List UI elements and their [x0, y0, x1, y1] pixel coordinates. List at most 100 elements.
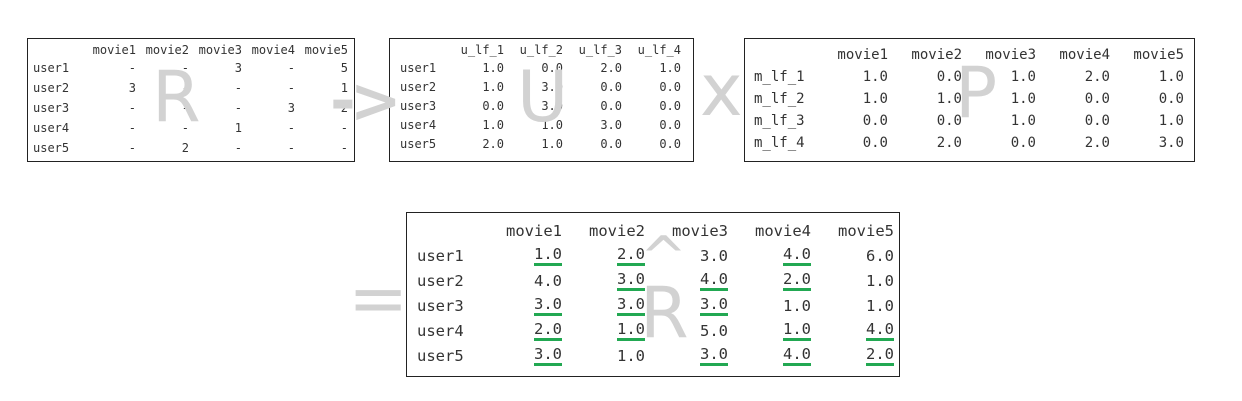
- row-label: user3: [33, 101, 70, 115]
- cell-value: 6.0: [866, 246, 894, 265]
- cell-value: 1.0: [617, 346, 645, 365]
- table-cell: 1.0: [482, 79, 504, 94]
- column-header: movie1: [92, 42, 136, 57]
- table-cell: 1.0: [728, 293, 811, 318]
- rating-matrix-r-table: movie1 movie2 movie3 movie4 movie5 user1 - - 3 - 5…: [33, 41, 348, 158]
- underlined-value: 3.0: [534, 296, 562, 316]
- column-header: movie5: [1133, 47, 1184, 63]
- corner-header: [417, 218, 479, 243]
- table-cell: 1: [340, 81, 348, 95]
- table-cell: -: [234, 101, 242, 115]
- cell-value: 1.0: [866, 271, 894, 290]
- table-cell: -: [128, 141, 136, 155]
- header-row: movie1 movie2 movie3 movie4 movie5: [417, 218, 894, 243]
- row-label: user1: [400, 60, 437, 75]
- table-cell: 4.0: [728, 243, 811, 268]
- column-header: movie3: [672, 221, 728, 240]
- rating-matrix-r: movie1 movie2 movie3 movie4 movie5 user1 - - 3 - 5…: [27, 38, 355, 162]
- table-cell: 1.0: [562, 318, 645, 343]
- column-header: movie5: [838, 221, 894, 240]
- table-cell: 3.0: [562, 293, 645, 318]
- table-cell: 1.0: [1010, 91, 1036, 107]
- row-label: user2: [33, 81, 70, 95]
- table-row: user4 - - 1 - -: [33, 118, 348, 138]
- table-cell: 3.0: [562, 268, 645, 293]
- table-row: user3 3.0 3.0 3.0 1.0 1.0: [417, 293, 894, 318]
- table-cell: 1.0: [1158, 113, 1184, 129]
- table-row: user2 1.0 3.0 0.0 0.0: [400, 77, 681, 96]
- table-cell: 0.0: [600, 136, 622, 151]
- underlined-value: 2.0: [866, 346, 894, 366]
- table-cell: 1.0: [659, 60, 681, 75]
- table-cell: 2: [181, 141, 189, 155]
- table-row: user4 1.0 1.0 3.0 0.0: [400, 115, 681, 134]
- table-row: user2 3 - - - 1: [33, 78, 348, 98]
- table-cell: 0.0: [862, 135, 888, 151]
- corner-header: [754, 44, 814, 66]
- underlined-value: 1.0: [617, 321, 645, 341]
- table-cell: 2.0: [562, 243, 645, 268]
- table-cell: 0.0: [659, 117, 681, 132]
- underlined-value: 4.0: [866, 321, 894, 341]
- table-cell: -: [128, 101, 136, 115]
- row-label: user4: [33, 121, 70, 135]
- column-header: movie5: [304, 42, 348, 57]
- underlined-value: 3.0: [617, 271, 645, 291]
- table-cell: 5.0: [645, 318, 728, 343]
- underlined-value: 4.0: [783, 346, 811, 366]
- column-header: movie2: [145, 42, 189, 57]
- table-cell: -: [287, 121, 295, 135]
- table-row: user5 - 2 - - -: [33, 138, 348, 158]
- underlined-value: 2.0: [534, 321, 562, 341]
- table-cell: 1: [234, 121, 242, 135]
- table-cell: 0.0: [1084, 91, 1110, 107]
- column-header: movie3: [985, 47, 1036, 63]
- header-row: movie1 movie2 movie3 movie4 movie5: [754, 44, 1184, 66]
- movie-factor-matrix-p-table: movie1 movie2 movie3 movie4 movie5 m_lf_1 1.0 0…: [754, 44, 1184, 154]
- table-cell: 6.0: [811, 243, 894, 268]
- cell-value: 1.0: [866, 296, 894, 315]
- table-row: user2 4.0 3.0 4.0 2.0 1.0: [417, 268, 894, 293]
- table-cell: 3.0: [645, 343, 728, 368]
- table-cell: 0.0: [1010, 135, 1036, 151]
- underlined-value: 3.0: [700, 296, 728, 316]
- table-cell: 4.0: [728, 343, 811, 368]
- column-header: movie4: [251, 42, 295, 57]
- table-cell: -: [234, 81, 242, 95]
- table-cell: 0.0: [482, 98, 504, 113]
- table-cell: 0.0: [659, 79, 681, 94]
- underlined-value: 2.0: [783, 271, 811, 291]
- user-factor-matrix-u-table: u_lf_1 u_lf_2 u_lf_3 u_lf_4 user1 1.0 0.0 2.0 1.…: [400, 42, 681, 153]
- column-header: movie3: [198, 42, 242, 57]
- row-label: user4: [400, 117, 437, 132]
- corner-header: [33, 41, 83, 58]
- cell-value: 5.0: [700, 321, 728, 340]
- underlined-value: 3.0: [700, 346, 728, 366]
- table-cell: 1.0: [562, 343, 645, 368]
- underlined-value: 4.0: [783, 246, 811, 266]
- table-cell: 2.0: [600, 60, 622, 75]
- cell-value: 4.0: [534, 271, 562, 290]
- row-label: m_lf_4: [754, 135, 805, 151]
- row-label: user2: [417, 271, 464, 290]
- table-cell: 3.0: [600, 117, 622, 132]
- column-header: movie2: [589, 221, 645, 240]
- header-row: movie1 movie2 movie3 movie4 movie5: [33, 41, 348, 58]
- table-cell: 2.0: [728, 268, 811, 293]
- table-cell: 1.0: [482, 117, 504, 132]
- column-header: movie1: [837, 47, 888, 63]
- table-row: user1 - - 3 - 5: [33, 58, 348, 78]
- table-cell: -: [181, 101, 189, 115]
- table-cell: 0.0: [659, 98, 681, 113]
- table-cell: 1.0: [1010, 69, 1036, 85]
- table-cell: 1.0: [482, 60, 504, 75]
- row-label: user4: [417, 321, 464, 340]
- table-cell: -: [181, 81, 189, 95]
- table-cell: 2.0: [1084, 135, 1110, 151]
- column-header: movie4: [1059, 47, 1110, 63]
- underlined-value: 2.0: [617, 246, 645, 266]
- table-row: user5 2.0 1.0 0.0 0.0: [400, 134, 681, 153]
- table-cell: 2.0: [482, 136, 504, 151]
- table-cell: 4.0: [811, 318, 894, 343]
- table-cell: 0.0: [1084, 113, 1110, 129]
